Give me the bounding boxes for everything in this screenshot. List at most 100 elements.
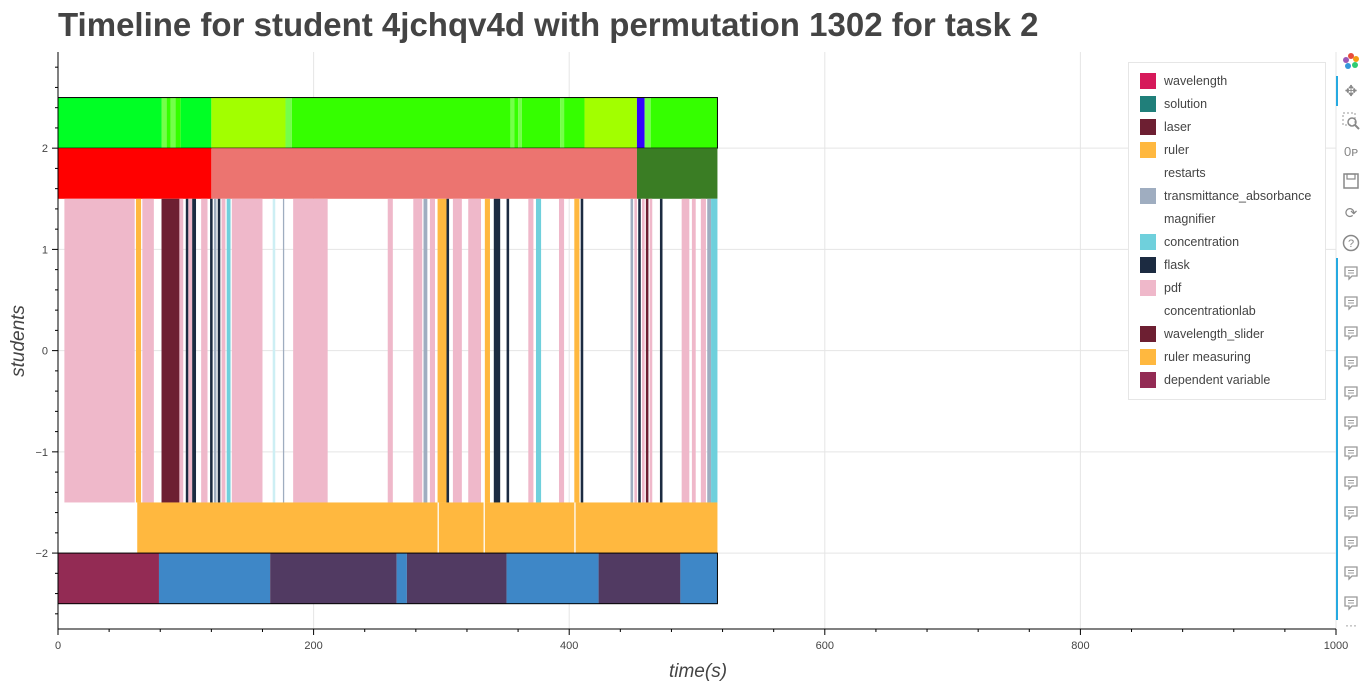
legend-label: wavelength_slider <box>1164 327 1265 341</box>
timeline-bar <box>484 198 490 503</box>
x-tick-label: 600 <box>816 640 834 652</box>
timeline-bar <box>452 198 462 503</box>
timeline-bar <box>221 198 226 503</box>
legend: wavelength solution laser ruler restarts tran… <box>1128 62 1326 400</box>
timeline-bar <box>137 502 438 554</box>
y-tick-label: −2 <box>35 548 48 560</box>
legend-item[interactable]: laser <box>1140 117 1191 137</box>
legend-item[interactable]: wavelength <box>1140 71 1227 91</box>
legend-label: solution <box>1164 97 1208 111</box>
hover-tool-icon[interactable] <box>1340 352 1362 374</box>
legend-label: transmittance_absorbance <box>1164 189 1312 203</box>
more-tools-icon[interactable]: ··· <box>1345 618 1357 632</box>
timeline-bar <box>521 97 561 149</box>
x-tick-label: 800 <box>1071 640 1089 652</box>
legend-label: dependent variable <box>1164 373 1271 387</box>
timeline-bar <box>681 198 690 503</box>
y-tick-label: 2 <box>42 143 48 155</box>
legend-label: pdf <box>1164 281 1182 295</box>
legend-item[interactable]: magnifier <box>1140 209 1215 229</box>
legend-label: magnifier <box>1164 212 1216 226</box>
save-icon[interactable] <box>1340 170 1362 192</box>
reset-icon[interactable]: ⟳ <box>1344 205 1358 222</box>
wheel-zoom-icon[interactable]: 0ᴘ <box>1343 143 1358 159</box>
hover-tool-icon[interactable] <box>1340 442 1362 464</box>
timeline-bar <box>170 97 176 149</box>
timeline-bar <box>291 97 511 149</box>
hover-tool-icon[interactable] <box>1340 592 1362 614</box>
timeline-bar <box>642 198 645 503</box>
timeline-bar <box>231 198 263 503</box>
timeline-bar <box>406 553 507 604</box>
legend-label: flask <box>1164 258 1190 272</box>
timeline-bar <box>158 553 271 604</box>
legend-item[interactable]: ruler measuring <box>1140 347 1251 367</box>
timeline-bar <box>213 198 217 503</box>
legend-item[interactable]: pdf <box>1140 278 1181 298</box>
legend-item[interactable]: dependent variable <box>1140 370 1270 390</box>
timeline-bar <box>680 553 718 604</box>
bokeh-logo-icon[interactable] <box>1340 50 1362 72</box>
timeline-bar <box>58 148 212 199</box>
timeline-bar <box>210 198 213 503</box>
hover-tool-icon[interactable] <box>1340 472 1362 494</box>
legend-item[interactable]: transmittance_absorbance <box>1140 186 1311 206</box>
legend-item[interactable]: ruler <box>1140 140 1189 160</box>
timeline-bar <box>711 198 718 503</box>
timeline-bar <box>175 97 181 149</box>
hover-tool-icon[interactable] <box>1340 532 1362 554</box>
timeline-bar <box>64 198 135 503</box>
timeline-bar <box>166 97 171 149</box>
axes: 0 200 400 600 800 1000 2 1 0 −1 −2 <box>35 52 1348 652</box>
timeline-bar <box>58 553 159 604</box>
hover-tool-icon[interactable] <box>1340 502 1362 524</box>
timeline-bar <box>201 198 208 503</box>
timeline-bar <box>518 97 522 149</box>
hover-tool-icon[interactable] <box>1340 322 1362 344</box>
y-tick-label: −1 <box>35 447 48 459</box>
help-icon[interactable]: ? <box>1340 232 1362 254</box>
timeline-bar <box>484 502 575 554</box>
timeline-bar <box>293 198 328 503</box>
timeline-bar <box>575 502 718 554</box>
x-tick-label: 400 <box>560 640 578 652</box>
x-tick-label: 0 <box>55 640 61 652</box>
legend-swatch <box>1140 234 1156 250</box>
legend-item[interactable]: concentrationlab <box>1140 301 1256 321</box>
chart-toolbar: ✥ 0ᴘ ⟳ ? ··· <box>1336 46 1366 636</box>
timeline-bar <box>188 198 193 503</box>
timeline-bar <box>211 148 637 199</box>
legend-item[interactable]: solution <box>1140 94 1207 114</box>
legend-item[interactable]: flask <box>1140 255 1190 275</box>
chart-marks <box>57 97 718 605</box>
timeline-bar <box>387 198 393 503</box>
timeline-bar <box>707 198 712 503</box>
x-axis-label: time(s) <box>669 661 727 682</box>
timeline-bar <box>396 553 407 604</box>
legend-item[interactable]: wavelength_slider <box>1140 324 1264 344</box>
timeline-bar <box>423 198 428 503</box>
hover-tool-icon[interactable] <box>1340 412 1362 434</box>
timeline-bar <box>226 198 231 503</box>
pan-icon[interactable]: ✥ <box>1344 83 1358 100</box>
hover-tool-icon[interactable] <box>1340 382 1362 404</box>
legend-label: ruler <box>1164 143 1190 157</box>
timeline-bar <box>636 97 645 149</box>
legend-label: laser <box>1164 120 1192 134</box>
hover-tool-icon[interactable] <box>1340 292 1362 314</box>
timeline-bar <box>161 198 180 503</box>
hover-tool-icon[interactable] <box>1340 262 1362 284</box>
legend-label: ruler measuring <box>1164 350 1251 364</box>
legend-item[interactable]: restarts <box>1140 163 1206 183</box>
legend-swatch <box>1140 165 1156 181</box>
legend-swatch <box>1140 303 1156 319</box>
legend-swatch <box>1140 73 1156 89</box>
box-zoom-icon[interactable] <box>1340 110 1362 132</box>
legend-swatch <box>1140 211 1156 227</box>
timeline-bar <box>584 97 637 149</box>
timeline-bar <box>270 553 397 604</box>
hover-tool-icon[interactable] <box>1340 562 1362 584</box>
legend-item[interactable]: concentration <box>1140 232 1239 252</box>
timeline-bar <box>179 198 184 503</box>
